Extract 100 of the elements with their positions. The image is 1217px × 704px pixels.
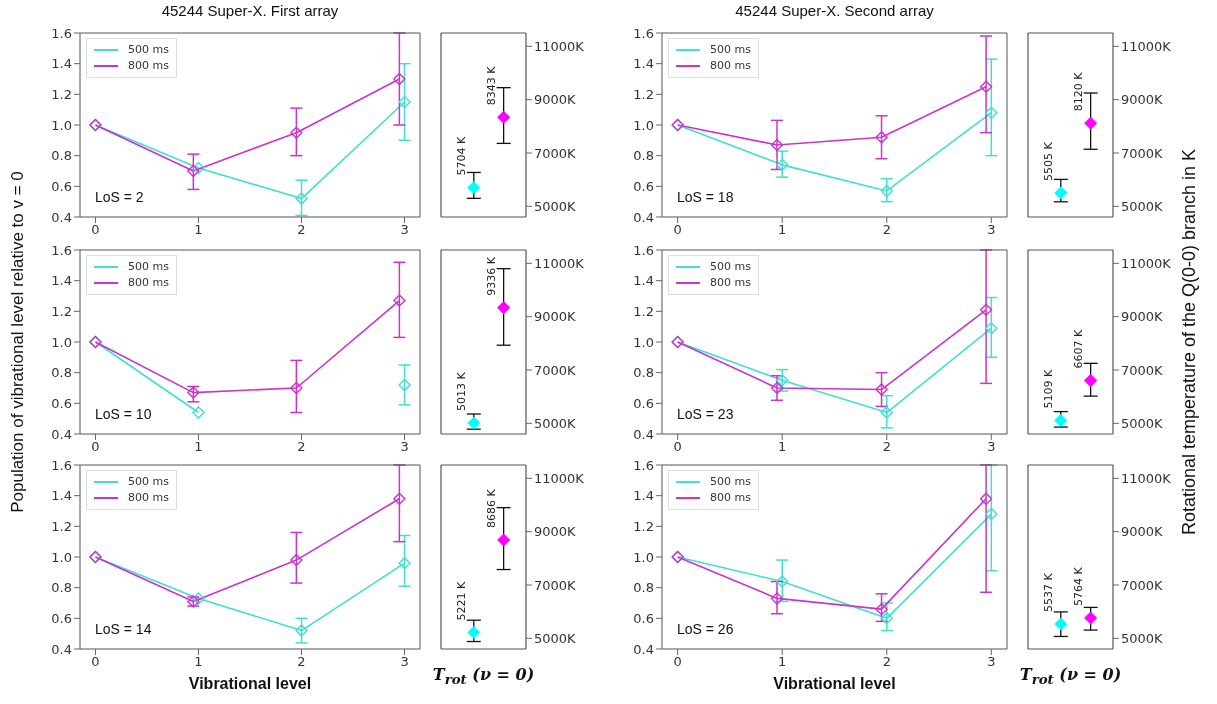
- y-tick-label: 9000K: [1121, 309, 1164, 325]
- annotation: LoS = 10: [95, 406, 152, 422]
- x-tick-label: 3: [400, 222, 409, 238]
- x-tick-label: 1: [194, 439, 203, 455]
- x-tick-label: 1: [778, 439, 787, 455]
- x-tick-label: 0: [673, 439, 682, 455]
- y-tick-label: 1.0: [51, 117, 72, 133]
- annotation: LoS = 18: [677, 189, 734, 205]
- y-tick-label: 5000K: [1121, 198, 1164, 214]
- y-tick-label: 1.6: [51, 457, 72, 473]
- y-tick-label: 7000K: [534, 362, 577, 378]
- legend-label: 800 ms: [709, 275, 751, 291]
- y-tick-label: 1.0: [633, 117, 654, 133]
- y-tick-label: 0.4: [633, 209, 654, 225]
- legend-label: 500 ms: [709, 474, 751, 490]
- y-tick-label: 0.6: [633, 610, 654, 626]
- data-label: 5505 K: [1041, 141, 1055, 181]
- y-tick-label: 11000K: [534, 38, 585, 54]
- x-tick-label: 2: [882, 654, 891, 670]
- y-tick-label: 1.6: [633, 457, 654, 473]
- y-tick-label: 0.4: [51, 426, 72, 442]
- y-tick-label: 1.2: [51, 86, 72, 102]
- y-tick-label: 5000K: [1121, 630, 1164, 646]
- data-label: 5013 K: [454, 371, 468, 411]
- x-axis-title: Vibrational level: [772, 675, 897, 693]
- legend-label: 500 ms: [127, 259, 169, 275]
- data-label: 5764 K: [1071, 566, 1085, 606]
- y-tick-label: 7000K: [1121, 577, 1164, 593]
- x-tick-label: 0: [673, 654, 682, 670]
- y-tick-label: 1.0: [51, 549, 72, 565]
- y-tick-label: 1.0: [633, 549, 654, 565]
- x-axis-title: T$_{rot}$ (ν = 0): [1018, 665, 1123, 688]
- data-label: 5537 K: [1041, 572, 1055, 613]
- y-tick-label: 9000K: [534, 92, 577, 108]
- data-label: 5221 K: [454, 580, 468, 621]
- y-tick-label: 1.6: [51, 242, 72, 258]
- y-tick-label: 7000K: [1121, 362, 1164, 378]
- chart-title: 45244 Super-X. Second array: [734, 2, 935, 19]
- legend-label: 800 ms: [709, 58, 751, 74]
- y-tick-label: 0.6: [633, 395, 654, 411]
- x-tick-label: 3: [987, 654, 996, 670]
- x-tick-label: 2: [882, 439, 891, 455]
- y-tick-label: 1.4: [51, 488, 72, 504]
- y-tick-label: 1.2: [51, 518, 72, 534]
- y-tick-label: 0.8: [51, 148, 72, 164]
- y-tick-label: 9000K: [1121, 524, 1164, 540]
- data-label: 5109 K: [1041, 368, 1055, 409]
- y-axis-title: Population of vibrational level relative to v = 0: [8, 171, 28, 513]
- y-tick-label: 1.4: [51, 273, 72, 289]
- x-tick-label: 3: [987, 222, 996, 238]
- y-tick-label: 0.8: [51, 580, 72, 596]
- chart-title: 45244 Super-X. First array: [160, 2, 340, 19]
- y-tick-label: 0.6: [51, 610, 72, 626]
- y-tick-label: 0.8: [51, 365, 72, 381]
- x-tick-label: 2: [297, 222, 306, 238]
- x-tick-label: 3: [987, 439, 996, 455]
- x-tick-label: 0: [91, 439, 100, 455]
- y-tick-label: 11000K: [534, 255, 585, 271]
- y-tick-label: 1.2: [51, 303, 72, 319]
- x-tick-label: 1: [194, 654, 203, 670]
- annotation: LoS = 23: [677, 406, 734, 422]
- y-tick-label: 7000K: [1121, 145, 1164, 161]
- y-tick-label: 1.6: [51, 25, 72, 41]
- data-label: 8343 K: [484, 65, 498, 106]
- legend-label: 500 ms: [709, 259, 751, 275]
- legend-label: 500 ms: [709, 42, 751, 58]
- x-tick-label: 1: [778, 654, 787, 670]
- y-tick-label: 0.6: [51, 178, 72, 194]
- y-tick-label: 0.8: [633, 148, 654, 164]
- x-tick-label: 2: [297, 439, 306, 455]
- annotation: LoS = 26: [677, 621, 734, 637]
- legend-label: 800 ms: [127, 275, 169, 291]
- x-tick-label: 0: [673, 222, 682, 238]
- y-tick-label: 1.4: [51, 56, 72, 72]
- y-tick-label: 5000K: [1121, 415, 1164, 431]
- y-tick-label: 1.2: [633, 518, 654, 534]
- y-tick-label: 0.4: [633, 641, 654, 657]
- y-axis-title: Rotational temperature of the Q(0-0) branch in K: [1178, 148, 1200, 536]
- y-tick-label: 5000K: [534, 198, 577, 214]
- y-tick-label: 0.4: [51, 209, 72, 225]
- y-tick-label: 5000K: [534, 630, 577, 646]
- y-tick-label: 0.8: [633, 580, 654, 596]
- y-tick-label: 9000K: [1121, 92, 1164, 108]
- y-tick-label: 0.4: [633, 426, 654, 442]
- y-tick-label: 1.6: [633, 242, 654, 258]
- legend-label: 800 ms: [709, 490, 751, 506]
- annotation: LoS = 2: [95, 189, 144, 205]
- y-tick-label: 9000K: [534, 524, 577, 540]
- y-tick-label: 0.6: [633, 178, 654, 194]
- legend-label: 500 ms: [127, 42, 169, 58]
- x-tick-label: 3: [400, 654, 409, 670]
- y-tick-label: 1.2: [633, 86, 654, 102]
- y-tick-label: 11000K: [534, 470, 585, 486]
- y-tick-label: 1.4: [633, 488, 654, 504]
- x-tick-label: 2: [297, 654, 306, 670]
- data-label: 6607 K: [1071, 328, 1085, 369]
- y-tick-label: 9000K: [534, 309, 577, 325]
- x-tick-label: 1: [778, 222, 787, 238]
- y-tick-label: 5000K: [534, 415, 577, 431]
- y-tick-label: 11000K: [1121, 38, 1172, 54]
